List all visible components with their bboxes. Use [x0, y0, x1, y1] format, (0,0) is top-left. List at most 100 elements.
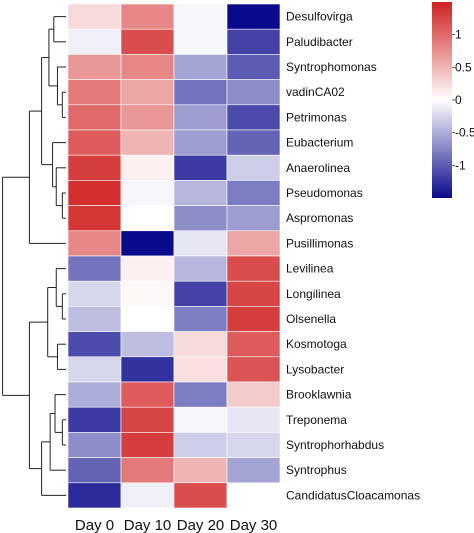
heatmap-cell: [120, 79, 175, 106]
heatmap-cell: [226, 432, 281, 458]
heatmap-cell: [226, 129, 281, 156]
row-label: Olsenella: [286, 312, 336, 326]
heatmap-cell: [120, 129, 175, 156]
heatmap-cell: [173, 54, 228, 80]
heatmap-cell: [67, 356, 122, 383]
heatmap-cell: [120, 482, 175, 509]
row-labels: Desulfovirga Paludibacter Syntrophomonas va…: [286, 10, 420, 503]
heatmap-cell: [120, 28, 175, 55]
row-label: Longilinea: [286, 287, 341, 301]
row-label: Lysobacter: [286, 362, 344, 376]
heatmap-cell: [173, 306, 228, 332]
heatmap-cell: [226, 205, 281, 232]
row-label: Syntrophomonas: [286, 60, 377, 74]
heatmap-cell: [226, 482, 281, 509]
heatmap-cell: [120, 230, 175, 257]
row-label: Desulfovirga: [286, 10, 353, 24]
heatmap-cell: [226, 180, 281, 206]
heatmap-cell: [120, 154, 175, 181]
heatmap-cell: [67, 154, 122, 181]
heatmap-cell: [226, 381, 281, 408]
heatmap-cell: [67, 79, 122, 106]
column-label: Day 0: [75, 517, 114, 533]
heatmap-cell: [67, 280, 122, 307]
heatmap-cell: [67, 54, 122, 80]
heatmap-cells: [67, 3, 281, 509]
column-label: Day 20: [177, 517, 225, 533]
row-label: Kosmotoga: [286, 337, 347, 351]
row-label: Anaerolinea: [286, 161, 350, 175]
heatmap-cell: [226, 356, 281, 383]
row-dendrogram: [2, 16, 66, 496]
colorbar-tick-label: 1: [455, 28, 462, 42]
heatmap-cell: [67, 230, 122, 257]
heatmap-cell: [226, 406, 281, 433]
row-label: Syntrophorhabdus: [286, 438, 384, 452]
heatmap-cell: [173, 432, 228, 458]
heatmap-cell: [67, 3, 122, 30]
heatmap-cell: [120, 54, 175, 80]
heatmap-cell: [67, 406, 122, 433]
heatmap-cell: [120, 180, 175, 206]
heatmap-cell: [226, 255, 281, 282]
heatmap-cell: [120, 356, 175, 383]
heatmap-cell: [173, 230, 228, 257]
row-label: Pseudomonas: [286, 186, 363, 200]
heatmap-cell: [173, 356, 228, 383]
column-labels: Day 0 Day 10 Day 20 Day 30: [75, 517, 277, 533]
heatmap-cell: [173, 79, 228, 106]
heatmap-cell: [226, 54, 281, 80]
heatmap-cell: [173, 406, 228, 433]
heatmap-cell: [173, 129, 228, 156]
heatmap-cell: [226, 28, 281, 55]
heatmap-cell: [120, 331, 175, 358]
heatmap-cell: [120, 406, 175, 433]
heatmap-cell: [120, 432, 175, 458]
heatmap-cell: [67, 104, 122, 131]
heatmap-cell: [173, 104, 228, 131]
colorbar-tick-label: -0.5: [455, 126, 474, 140]
colorbar-tick-label: -1: [455, 158, 466, 172]
heatmap-cell: [173, 3, 228, 30]
colorbar-gradient: [432, 2, 452, 198]
heatmap-cell: [120, 457, 175, 484]
heatmap-cell: [173, 205, 228, 232]
heatmap-cell: [67, 432, 122, 458]
row-label: Aspromonas: [286, 211, 353, 225]
column-label: Day 30: [230, 517, 278, 533]
row-label: Levilinea: [286, 262, 334, 276]
heatmap-cell: [67, 457, 122, 484]
heatmap-cell: [67, 331, 122, 358]
colorbar-tick-label: 0: [455, 93, 462, 107]
row-label: CandidatusCloacamonas: [286, 488, 420, 502]
row-label: Pusillimonas: [286, 236, 353, 250]
heatmap-cell: [120, 3, 175, 30]
heatmap-cell: [173, 28, 228, 55]
row-label: Treponema: [286, 413, 347, 427]
heatmap-cell: [120, 381, 175, 408]
heatmap-cell: [173, 457, 228, 484]
heatmap-cell: [67, 129, 122, 156]
heatmap-cell: [67, 482, 122, 509]
heatmap-cell: [120, 104, 175, 131]
heatmap-cell: [226, 306, 281, 332]
heatmap-cell: [226, 230, 281, 257]
heatmap-cell: [173, 280, 228, 307]
heatmap-cell: [67, 28, 122, 55]
color-legend: 1 0.5 0 -0.5 -1: [432, 2, 474, 198]
heatmap-cell: [173, 255, 228, 282]
row-label: Petrimonas: [286, 110, 347, 124]
row-label: Brooklawnia: [286, 388, 352, 402]
row-label: Eubacterium: [286, 136, 353, 150]
heatmap-cell: [173, 482, 228, 509]
heatmap-cell: [226, 280, 281, 307]
heatmap-cell: [67, 255, 122, 282]
row-label: Paludibacter: [286, 35, 353, 49]
heatmap-cell: [226, 457, 281, 484]
heatmap-cell: [67, 205, 122, 232]
heatmap-cell: [226, 154, 281, 181]
row-label: Syntrophus: [286, 463, 347, 477]
heatmap-cell: [226, 104, 281, 131]
colorbar-tick-label: 0.5: [455, 60, 472, 74]
